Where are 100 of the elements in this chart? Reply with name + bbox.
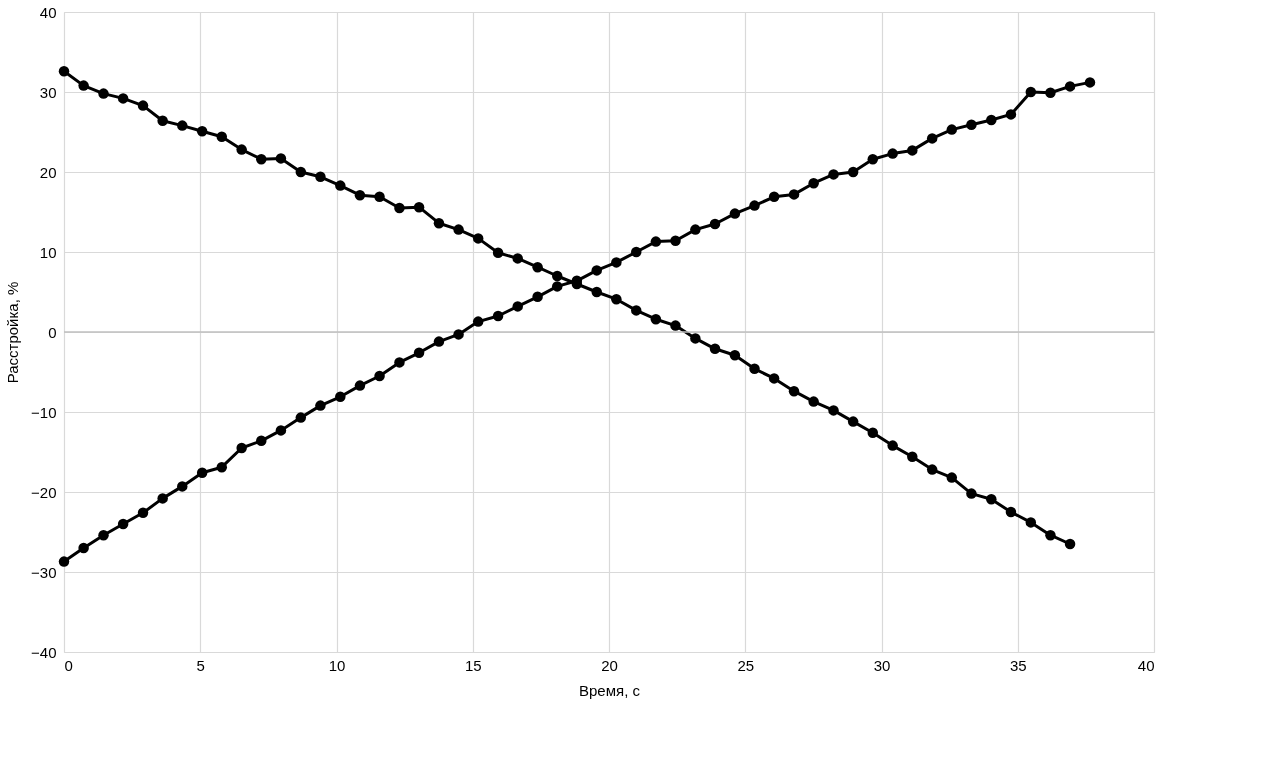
point <box>1064 81 1076 92</box>
point <box>117 93 129 104</box>
point <box>1005 109 1017 120</box>
point <box>157 115 168 127</box>
point <box>946 472 958 483</box>
point <box>315 400 326 411</box>
point <box>670 320 681 331</box>
point <box>394 202 405 214</box>
point <box>670 235 681 247</box>
point <box>867 427 879 439</box>
point <box>907 451 918 463</box>
point <box>216 131 228 143</box>
point <box>315 171 326 183</box>
point <box>157 493 168 504</box>
point <box>808 396 819 407</box>
y-tick-label: 40 <box>39 3 57 21</box>
x-tick-label: 25 <box>737 656 755 674</box>
point <box>394 357 405 368</box>
point <box>413 201 425 213</box>
point <box>512 301 523 312</box>
point <box>1045 87 1056 99</box>
point <box>256 435 267 447</box>
point <box>492 310 504 322</box>
point <box>354 189 366 201</box>
point <box>453 329 464 340</box>
point <box>591 265 602 276</box>
point <box>1005 506 1017 518</box>
y-tick-label: 30 <box>39 83 57 101</box>
point <box>709 218 721 230</box>
point <box>926 133 938 144</box>
point <box>492 247 504 259</box>
point <box>946 124 958 135</box>
point <box>749 200 760 211</box>
point <box>335 180 346 191</box>
point <box>335 391 346 403</box>
point <box>374 191 385 203</box>
point <box>98 88 109 99</box>
x-axis-title: Время, с <box>579 681 641 699</box>
x-tick-label: 30 <box>873 656 891 674</box>
point <box>907 145 918 156</box>
point <box>236 442 247 454</box>
point <box>631 305 642 316</box>
point <box>847 416 859 427</box>
point <box>532 261 543 273</box>
point <box>1084 77 1096 88</box>
point <box>275 153 287 164</box>
point <box>354 380 366 391</box>
point <box>729 349 741 361</box>
y-tick-label: 10 <box>39 243 57 261</box>
point <box>867 153 879 165</box>
point <box>374 370 385 382</box>
y-tick-label: −30 <box>31 563 57 581</box>
point <box>532 291 543 303</box>
point <box>650 313 662 325</box>
point <box>729 208 741 219</box>
x-tick-label: 15 <box>464 656 482 674</box>
y-tick-label: 0 <box>48 323 57 341</box>
y-tick-label: 20 <box>39 163 57 181</box>
point <box>1064 538 1076 550</box>
point <box>690 333 701 344</box>
point <box>631 246 642 258</box>
y-tick-label: −20 <box>31 483 57 501</box>
point <box>768 373 780 384</box>
y-tick-label: −10 <box>31 403 57 421</box>
point <box>433 217 445 229</box>
point <box>413 347 425 359</box>
point <box>78 80 89 91</box>
point <box>256 153 267 165</box>
point <box>58 556 70 567</box>
point <box>472 233 484 244</box>
point <box>749 363 760 375</box>
point <box>768 191 780 203</box>
x-tick-label: 40 <box>1137 656 1155 674</box>
point <box>808 177 819 189</box>
point <box>137 507 149 519</box>
x-tick-label: 35 <box>1009 656 1027 674</box>
point <box>275 425 287 436</box>
point <box>295 412 307 423</box>
x-tick-label: 20 <box>601 656 618 674</box>
point <box>1025 517 1037 528</box>
point <box>611 257 622 268</box>
point <box>117 518 129 530</box>
point <box>98 529 109 541</box>
y-axis-title: Расстройка, % <box>4 281 22 384</box>
point <box>196 467 208 479</box>
point <box>78 542 89 554</box>
point <box>295 166 307 178</box>
point <box>887 148 898 159</box>
point <box>551 270 563 282</box>
point <box>1025 86 1037 98</box>
point <box>828 169 839 180</box>
point <box>690 224 701 235</box>
point <box>788 189 800 200</box>
y-tick-label: −40 <box>31 643 57 661</box>
point <box>966 119 977 131</box>
point <box>472 316 484 327</box>
point <box>591 286 602 298</box>
point <box>453 224 464 235</box>
x-tick-label: 0 <box>64 656 73 674</box>
x-tick-label: 10 <box>328 656 346 674</box>
